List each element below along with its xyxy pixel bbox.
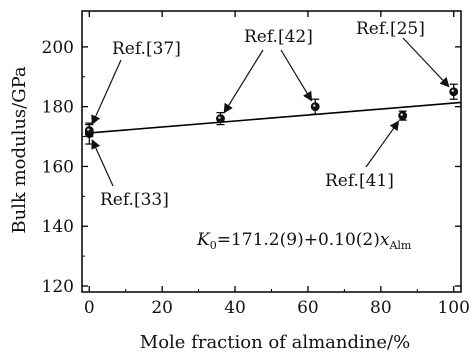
annotation-ref25: Ref.[25]: [356, 19, 425, 39]
data-point-highlight: [87, 128, 90, 131]
y-tick-label: 180: [42, 98, 74, 118]
equation-sub-0: 0: [210, 239, 217, 252]
y-tick-label: 200: [42, 38, 74, 58]
x-axis-title: Mole fraction of almandine/%: [140, 332, 410, 353]
x-tick-label: 0: [84, 298, 95, 318]
y-tick-label: 160: [42, 157, 74, 177]
annotation-arrow: [280, 49, 313, 102]
plot-area: 0 20 40 60 80 100 120 140 160 180 200: [42, 10, 470, 318]
equation-k: K: [196, 230, 211, 250]
x-tick-label: 40: [224, 298, 246, 318]
fit-line: [89, 101, 462, 134]
data-point: [84, 126, 94, 135]
data-point: [310, 102, 320, 112]
equation-sub-alm: Alm: [388, 239, 411, 252]
data-point-highlight: [451, 89, 454, 92]
data-point: [398, 111, 408, 121]
equation-x: x: [380, 230, 390, 250]
x-tick-label: 60: [297, 298, 319, 318]
annotation-ref37: Ref.[37]: [112, 39, 181, 59]
data-point-highlight: [400, 113, 403, 116]
data-point: [449, 87, 459, 97]
annotation-arrow: [402, 37, 450, 88]
equation-body: =171.2(9)+0.10(2): [217, 230, 380, 250]
data-point-highlight: [313, 104, 316, 107]
annotation-arrow: [365, 120, 400, 168]
annotation-arrow: [223, 49, 264, 114]
x-tick-label: 100: [437, 298, 469, 318]
y-axis-title: Bulk modulus/GPa: [9, 66, 30, 234]
annotation-arrow: [91, 139, 114, 187]
data-point: [216, 114, 225, 124]
x-tick-label: 20: [151, 298, 173, 318]
fit-equation: K0=171.2(9)+0.10(2)xAlm: [196, 230, 412, 252]
y-tick-label: 140: [42, 217, 74, 237]
annotation-ref42: Ref.[42]: [244, 27, 313, 47]
annotation-ref41: Ref.[41]: [325, 171, 394, 191]
data-point-highlight: [218, 116, 221, 119]
annotation-ref33: Ref.[33]: [100, 190, 169, 210]
y-tick-label: 120: [42, 277, 74, 297]
annotation-arrow: [91, 59, 122, 126]
x-tick-label: 80: [370, 298, 392, 318]
